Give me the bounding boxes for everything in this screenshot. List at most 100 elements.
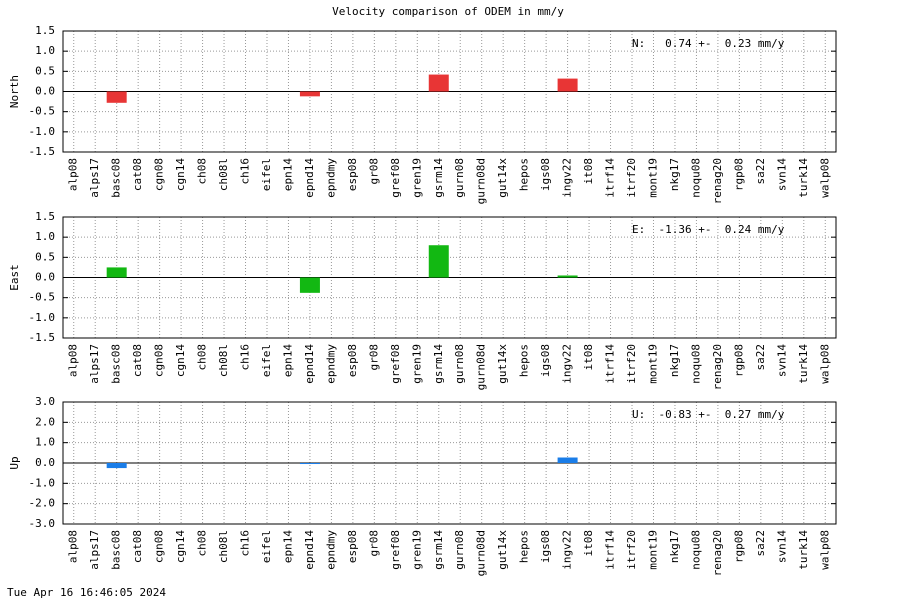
- bar: [106, 463, 127, 469]
- x-tick-label: rgp08: [732, 158, 745, 191]
- x-tick-label: eifel: [260, 530, 273, 563]
- bar: [557, 275, 578, 278]
- x-tick-label: hepos: [518, 158, 531, 191]
- y-tick-label: 1.0: [35, 230, 55, 243]
- x-tick-label: turk14: [797, 530, 810, 570]
- x-tick-label: mont19: [646, 158, 659, 198]
- chart-title: Velocity comparison of ODEM in mm/y: [332, 5, 564, 18]
- bar: [299, 91, 320, 97]
- x-tick-label: cgn08: [153, 158, 166, 191]
- x-tick-label: ch08l: [217, 158, 230, 191]
- x-tick-label: epnd14: [303, 530, 316, 570]
- x-tick-label: itrf20: [625, 344, 638, 384]
- x-tick-label: igs08: [539, 530, 552, 563]
- x-tick-label: epnd14: [303, 344, 316, 384]
- y-tick-label: 1.5: [35, 210, 55, 223]
- x-tick-label: gsrm14: [432, 530, 445, 570]
- x-tick-label: noqu08: [689, 158, 702, 198]
- x-tick-label: it08: [582, 530, 595, 557]
- x-tick-label: mont19: [646, 344, 659, 384]
- x-tick-label: turk14: [797, 158, 810, 198]
- x-tick-label: itrf20: [625, 158, 638, 198]
- x-tick-label: rgp08: [732, 530, 745, 563]
- bar: [428, 74, 449, 92]
- y-axis-label: East: [8, 264, 21, 291]
- x-tick-label: alp08: [67, 158, 80, 191]
- y-axis-label: Up: [8, 456, 21, 469]
- bar: [299, 277, 320, 293]
- x-tick-label: gurn08: [453, 344, 466, 384]
- annotation: U: -0.83 +- 0.27 mm/y: [632, 408, 785, 421]
- plot-frame: [62, 216, 837, 339]
- x-tick-label: ch08l: [217, 344, 230, 377]
- x-tick-label: noqu08: [689, 344, 702, 384]
- x-tick-label: cgn14: [174, 530, 187, 563]
- x-tick-label: eifel: [260, 158, 273, 191]
- x-tick-label: gr08: [367, 530, 380, 557]
- y-tick-label: 3.0: [35, 395, 55, 408]
- x-tick-label: alps17: [88, 530, 101, 570]
- x-tick-label: gren19: [410, 530, 423, 570]
- y-tick-label: 0.0: [35, 456, 55, 469]
- x-tick-label: epn14: [281, 158, 294, 191]
- x-tick-label: nkg17: [668, 344, 681, 377]
- x-tick-label: hepos: [518, 344, 531, 377]
- x-tick-label: esp08: [346, 530, 359, 563]
- x-tick-label: svn14: [775, 158, 788, 191]
- x-tick-label: gurn08: [453, 530, 466, 570]
- x-tick-label: gr08: [367, 344, 380, 371]
- x-tick-label: esp08: [346, 344, 359, 377]
- x-tick-label: it08: [582, 344, 595, 371]
- x-tick-label: gsrm14: [432, 158, 445, 198]
- x-tick-label: itrf14: [604, 344, 617, 384]
- x-tick-label: gref08: [389, 158, 402, 198]
- x-tick-label: ch16: [239, 344, 252, 371]
- x-tick-label: epndmy: [324, 530, 337, 570]
- y-tick-label: -0.5: [29, 291, 56, 304]
- x-tick-label: gref08: [389, 530, 402, 570]
- x-tick-label: cgn08: [153, 344, 166, 377]
- x-tick-label: gren19: [410, 158, 423, 198]
- x-tick-label: gut14x: [496, 344, 509, 384]
- x-tick-label: walp08: [818, 158, 831, 198]
- x-tick-label: basc08: [110, 344, 123, 384]
- x-tick-label: gr08: [367, 158, 380, 185]
- x-tick-label: igs08: [539, 344, 552, 377]
- x-tick-label: turk14: [797, 344, 810, 384]
- x-tick-label: ch08: [196, 158, 209, 185]
- bar: [106, 267, 127, 278]
- x-tick-label: cat08: [131, 344, 144, 377]
- x-tick-label: svn14: [775, 530, 788, 563]
- x-tick-label: renag20: [711, 158, 724, 204]
- y-tick-label: -1.0: [29, 476, 56, 489]
- x-tick-label: gurn08d: [475, 344, 488, 390]
- y-tick-label: 1.5: [35, 24, 55, 37]
- bar: [557, 457, 578, 463]
- x-tick-label: walp08: [818, 344, 831, 384]
- x-tick-label: igs08: [539, 158, 552, 191]
- x-tick-label: sa22: [754, 158, 767, 185]
- x-tick-label: epn14: [281, 530, 294, 563]
- x-tick-label: itrf14: [604, 158, 617, 198]
- x-tick-label: gurn08: [453, 158, 466, 198]
- x-tick-label: alp08: [67, 530, 80, 563]
- y-tick-label: -1.5: [29, 145, 56, 158]
- bar: [299, 463, 320, 465]
- y-tick-label: 0.0: [35, 85, 55, 98]
- x-tick-label: epn14: [281, 344, 294, 377]
- x-tick-label: gren19: [410, 344, 423, 384]
- x-tick-label: gurn08d: [475, 530, 488, 576]
- x-tick-label: walp08: [818, 530, 831, 570]
- x-tick-label: mont19: [646, 530, 659, 570]
- x-tick-label: itrf20: [625, 530, 638, 570]
- x-tick-label: it08: [582, 158, 595, 185]
- y-tick-label: -3.0: [29, 517, 56, 530]
- y-tick-label: 2.0: [35, 415, 55, 428]
- x-tick-label: ingv22: [561, 158, 574, 198]
- y-tick-label: 1.0: [35, 44, 55, 57]
- y-tick-label: -1.0: [29, 125, 56, 138]
- x-tick-label: svn14: [775, 344, 788, 377]
- x-tick-label: epnd14: [303, 158, 316, 198]
- x-tick-label: gut14x: [496, 530, 509, 570]
